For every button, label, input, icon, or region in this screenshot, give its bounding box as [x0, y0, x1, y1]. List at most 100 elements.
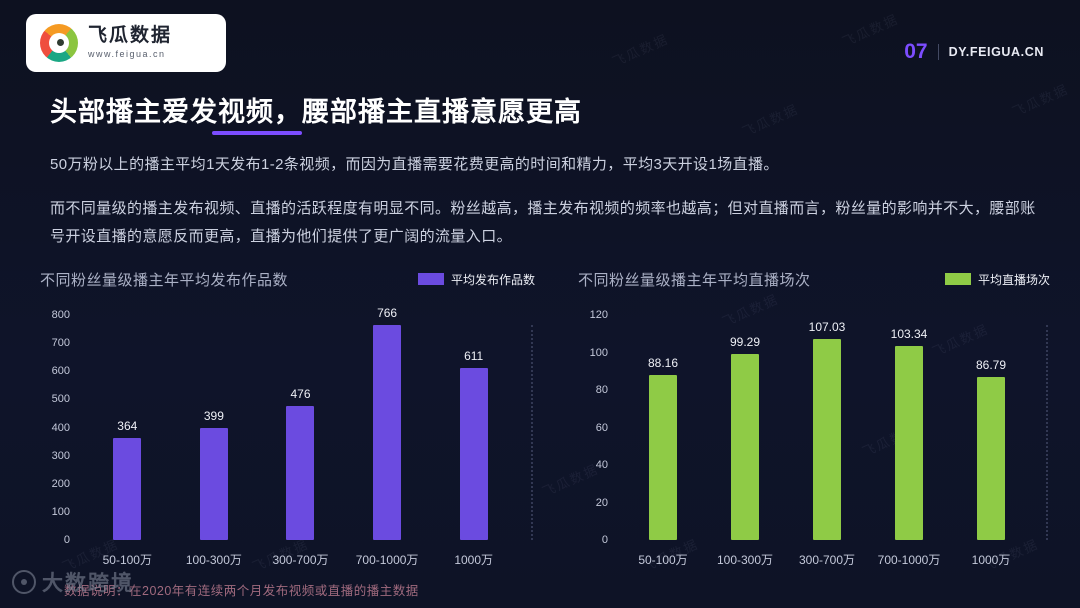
bar-value-label: 88.16	[647, 355, 679, 370]
watermark-logo-icon	[12, 570, 36, 594]
legend-swatch-purple	[417, 273, 444, 285]
chart-title-posts: 不同粉丝量级播主年平均发布作品数	[40, 271, 289, 289]
x-tick-label: 700-1000万	[877, 553, 941, 567]
bar	[459, 368, 488, 540]
brand-watermark: 飞瓜数据	[839, 11, 901, 50]
bar-column: 364	[84, 419, 171, 540]
y-axis-posts: 0 100 200 300 400 500 600 700 800	[40, 309, 76, 546]
logo-seed-dot	[57, 39, 64, 46]
bar-column: 476	[257, 387, 344, 540]
y-tick-label: 80	[595, 384, 608, 396]
bar	[649, 374, 677, 540]
y-tick-label: 0	[63, 534, 70, 546]
dotted-guide-posts	[531, 325, 533, 540]
y-tick-label: 200	[51, 477, 70, 490]
bar-column: 766	[344, 306, 431, 540]
brand-url: www.feigua.cn	[88, 49, 166, 59]
legend-label-posts: 平均发布作品数	[450, 272, 535, 287]
bar	[895, 346, 923, 540]
y-tick-label: 800	[51, 309, 70, 321]
bar	[731, 353, 759, 540]
bar-value-label: 107.03	[808, 320, 846, 335]
bar-column: 103.34	[868, 327, 950, 540]
legend-posts: 平均发布作品数	[417, 271, 535, 288]
feigua-logo-icon	[40, 24, 78, 62]
x-tick-label: 700-1000万	[355, 553, 419, 567]
bar-value-label: 476	[290, 387, 311, 402]
legend-live: 平均直播场次	[944, 271, 1050, 288]
y-axis-live: 0 20 40 60 80 100 120	[578, 309, 614, 546]
x-tick-label: 50-100万	[638, 553, 688, 567]
bar-column: 611	[430, 349, 517, 540]
brand-name: 飞瓜数据	[88, 25, 173, 47]
y-tick-label: 60	[595, 421, 608, 434]
chart-avg-posts: 不同粉丝量级播主年平均发布作品数 平均发布作品数 0 100 200 300 400 50…	[40, 268, 535, 572]
bars-posts: 364 399 476 766 611	[84, 306, 517, 540]
bars-live: 88.16 99.29 107.03 103.34 86.79	[622, 315, 1032, 540]
x-axis-posts: 50-100万 100-300万 300-700万 700-1000万 1000万	[84, 551, 517, 568]
plot-area-live: 0 20 40 60 80 100 120 88.16 99.29 107.03 103.34 86…	[578, 300, 1050, 572]
bar-value-label: 766	[377, 305, 398, 320]
bar	[113, 437, 142, 540]
dotted-guide-live	[1046, 325, 1048, 540]
bar-column: 86.79	[950, 358, 1032, 540]
y-tick-label: 500	[51, 393, 70, 406]
bar-value-label: 399	[203, 408, 224, 423]
brand-watermark: 飞瓜数据	[1009, 81, 1071, 120]
page-info: 07 DY.FEIGUA.CN	[904, 40, 1044, 64]
bar-column: 99.29	[704, 335, 786, 540]
y-tick-label: 40	[595, 459, 608, 471]
bar	[286, 406, 315, 540]
chart-header: 不同粉丝量级播主年平均直播场次 平均直播场次	[578, 268, 1050, 290]
logo-text: 飞瓜数据 www.feigua.cn	[88, 25, 173, 60]
chart-avg-livestreams: 不同粉丝量级播主年平均直播场次 平均直播场次 0 20 40 60 80 100 120 8…	[578, 268, 1050, 572]
legend-swatch-green	[944, 273, 971, 285]
brand-watermark: 飞瓜数据	[739, 101, 801, 140]
header-divider	[937, 44, 939, 60]
y-tick-label: 120	[589, 309, 608, 321]
x-tick-label: 1000万	[454, 553, 494, 567]
y-tick-label: 0	[601, 534, 608, 546]
bar	[373, 324, 402, 540]
plot-area-posts: 0 100 200 300 400 500 600 700 800 364 399 476 766 61…	[40, 300, 535, 572]
bar-column: 88.16	[622, 356, 704, 540]
x-tick-label: 300-700万	[798, 553, 856, 567]
page-title: 头部播主爱发视频，腰部播主直播意愿更高	[50, 97, 582, 127]
y-tick-label: 400	[51, 421, 70, 434]
bar	[199, 427, 228, 540]
y-tick-label: 300	[51, 449, 70, 462]
logo-card: 飞瓜数据 www.feigua.cn	[26, 14, 226, 72]
bar	[977, 377, 1005, 540]
x-tick-label: 1000万	[971, 553, 1011, 567]
y-tick-label: 700	[51, 337, 70, 350]
bar-value-label: 364	[117, 418, 138, 433]
x-tick-label: 300-700万	[272, 553, 329, 567]
site-domain: DY.FEIGUA.CN	[948, 45, 1044, 59]
paragraph-detail: 而不同量级的播主发布视频、直播的活跃程度有明显不同。粉丝越高，播主发布视频的频率…	[50, 200, 1036, 245]
title-underline	[212, 131, 302, 135]
y-tick-label: 100	[51, 505, 70, 518]
bar-value-label: 103.34	[890, 327, 928, 342]
brand-watermark: 飞瓜数据	[609, 31, 671, 70]
y-tick-label: 20	[595, 496, 608, 509]
paragraph-summary: 50万粉以上的播主平均1天发布1-2条视频，而因为直播需要花费更高的时间和精力，…	[50, 156, 779, 173]
x-tick-label: 100-300万	[185, 553, 242, 567]
bar-value-label: 99.29	[729, 334, 761, 349]
x-tick-label: 50-100万	[102, 553, 152, 567]
chart-title-live: 不同粉丝量级播主年平均直播场次	[578, 271, 811, 289]
chart-header: 不同粉丝量级播主年平均发布作品数 平均发布作品数	[40, 268, 535, 290]
bar-column: 399	[171, 409, 258, 540]
watermark-text: 大数跨境	[42, 572, 134, 595]
bar	[813, 339, 841, 540]
bar-value-label: 86.79	[975, 358, 1007, 373]
page-number: 07	[904, 40, 928, 63]
watermark-dashukuajing: 大数跨境	[12, 567, 134, 597]
legend-label-live: 平均直播场次	[977, 272, 1050, 287]
y-tick-label: 100	[589, 346, 608, 359]
y-tick-label: 600	[51, 365, 70, 378]
x-axis-live: 50-100万 100-300万 300-700万 700-1000万 1000万	[622, 551, 1032, 568]
footnote: 数据说明：在2020年有连续两个月发布视频或直播的播主数据	[64, 584, 419, 598]
x-tick-label: 100-300万	[716, 553, 774, 567]
bar-value-label: 611	[464, 349, 484, 364]
